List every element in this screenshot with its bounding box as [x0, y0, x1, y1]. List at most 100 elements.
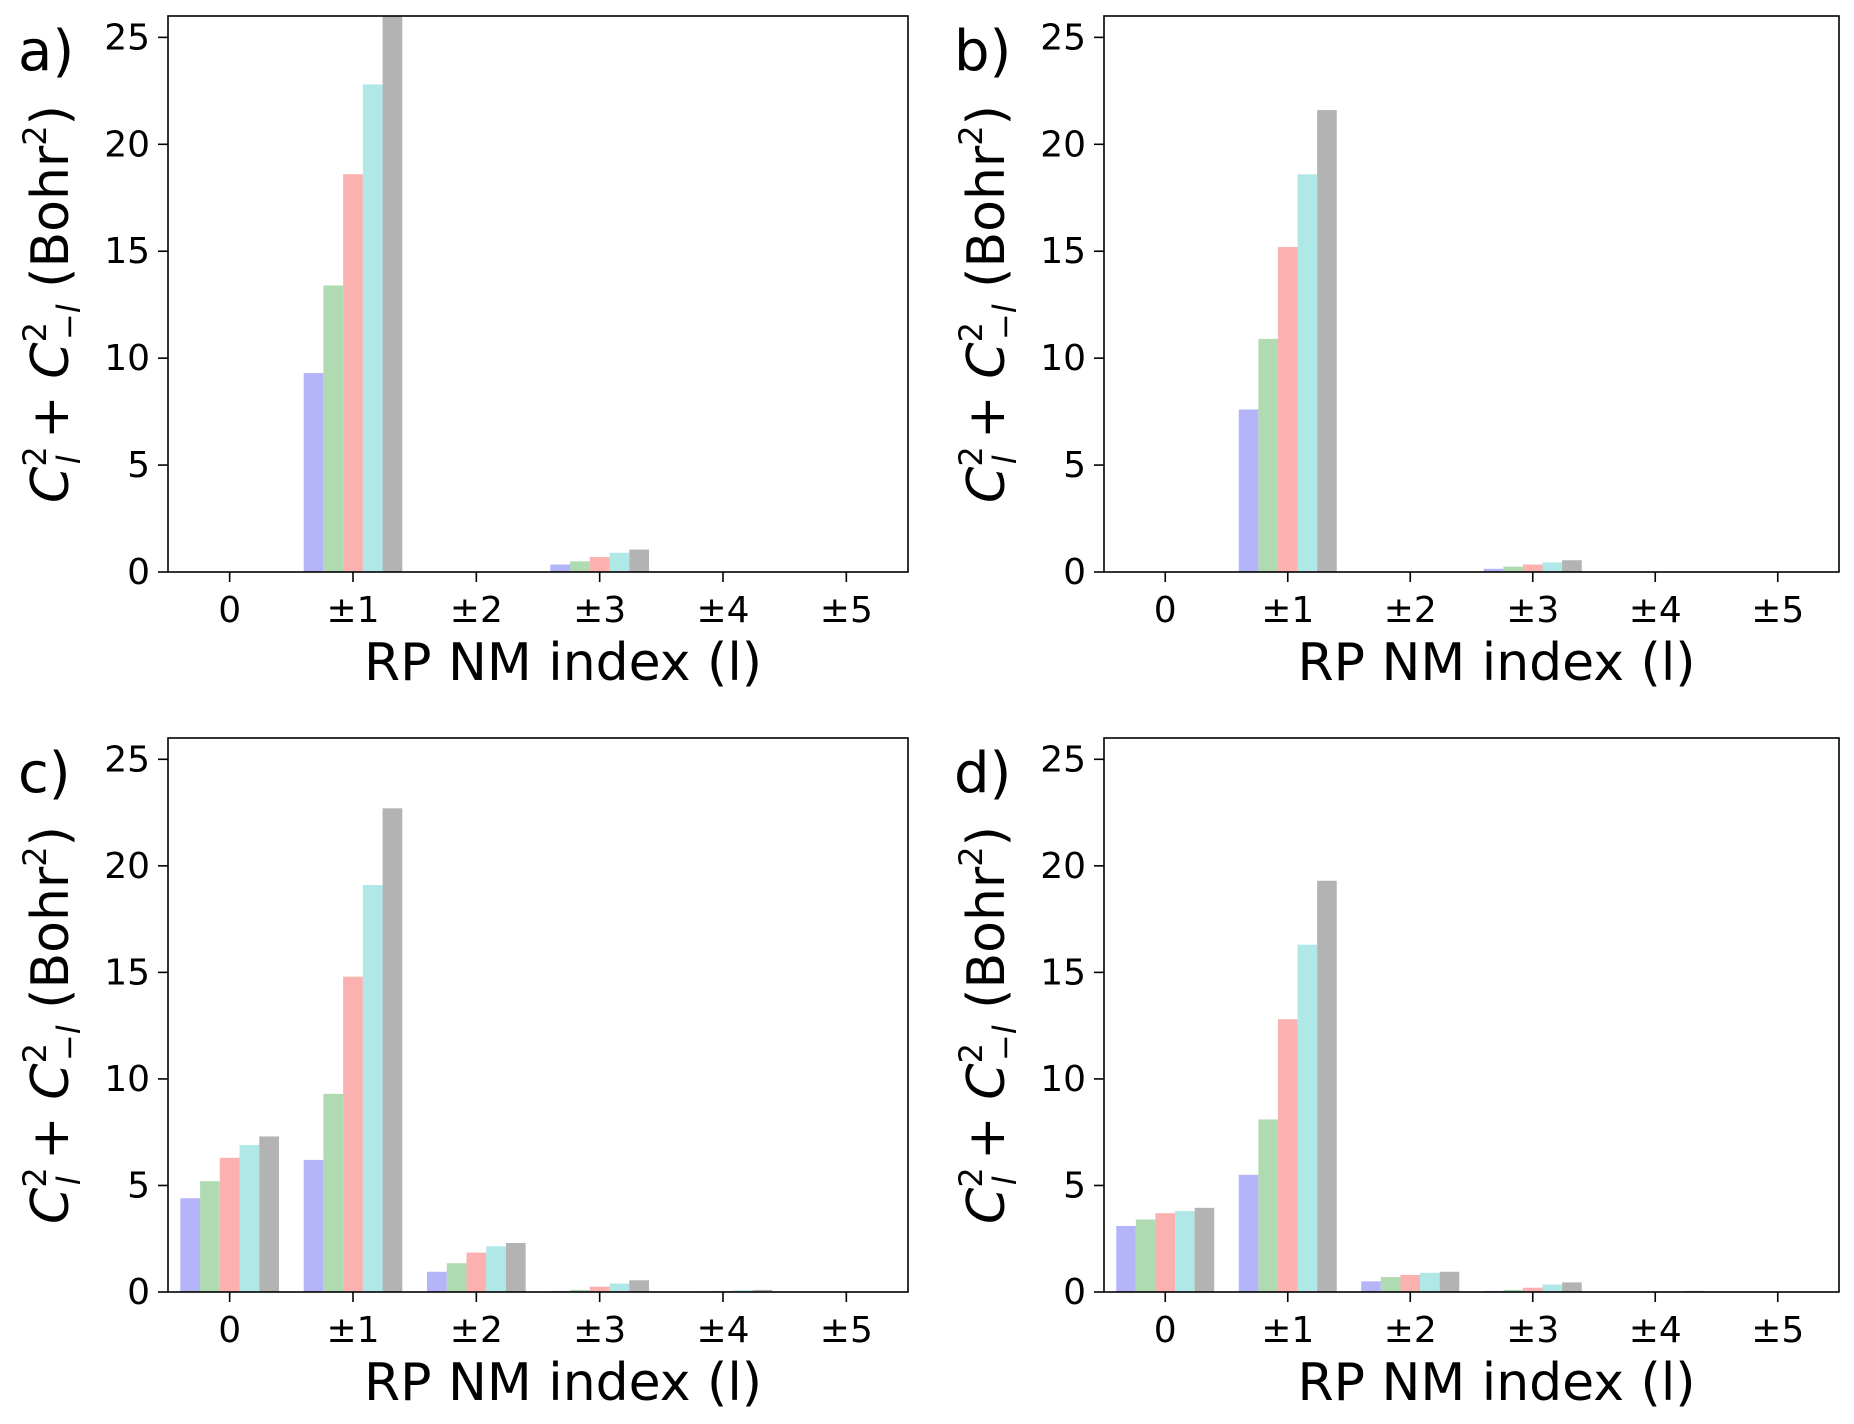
bar-s3-3	[589, 1286, 610, 1292]
x-tick-label: ±5	[820, 1310, 873, 1351]
bar-s5-1	[1317, 110, 1337, 572]
x-tick-label: ±3	[1506, 1310, 1559, 1351]
x-tick-label: ±5	[1751, 590, 1804, 631]
y-tick-label: 10	[104, 1059, 150, 1100]
bar-s2-1	[1258, 1119, 1278, 1292]
bar-s3-1	[1277, 1019, 1298, 1292]
bar-s5-0	[259, 1136, 279, 1292]
y-tick-label: 10	[104, 338, 150, 379]
bar-s1-1	[1238, 409, 1259, 572]
x-axis-label: RP NM index (l)	[1297, 633, 1695, 693]
bar-s1-1	[1238, 1174, 1259, 1292]
y-tick-label: 20	[1040, 124, 1086, 165]
x-tick-label: ±2	[1384, 1310, 1437, 1351]
bar-s2-0	[200, 1181, 220, 1292]
y-tick-label: 25	[104, 17, 150, 58]
bar-s4-0	[1175, 1211, 1195, 1292]
bar-s5-3	[629, 1280, 649, 1292]
y-tick-label: 25	[104, 739, 150, 780]
bar-s4-3	[609, 1283, 630, 1292]
y-tick-label: 5	[1063, 1165, 1086, 1206]
y-tick-label: 25	[1040, 17, 1086, 58]
bar-s4-1	[1297, 174, 1318, 572]
x-tick-label: ±2	[450, 1310, 503, 1351]
bar-s1-3	[550, 564, 571, 572]
x-axis-label: RP NM index (l)	[364, 1353, 762, 1413]
bar-s5-1	[382, 808, 403, 1292]
bar-s5-3	[1562, 1282, 1582, 1292]
x-tick-label: ±3	[573, 590, 626, 631]
bar-s2-3	[570, 1289, 590, 1292]
bar-s2-0	[1135, 1219, 1156, 1292]
bar-s3-3	[589, 557, 610, 572]
bar-s5-4	[752, 1289, 773, 1292]
x-tick-label: ±1	[1261, 590, 1314, 631]
y-tick-label: 5	[127, 1165, 150, 1206]
bar-s4-2	[1420, 1272, 1440, 1292]
bar-s1-1	[303, 373, 324, 572]
bar-s3-1	[343, 976, 363, 1292]
x-tick-label: ±1	[326, 1310, 379, 1351]
plot-frame	[1103, 737, 1840, 1293]
y-tick-label: 0	[127, 552, 150, 593]
bar-s3-2	[466, 1252, 487, 1292]
y-axis-label: C2l + C2−l (Bohr2)	[952, 826, 1024, 1224]
y-axis-label: C2l + C2−l (Bohr2)	[16, 826, 88, 1224]
panel-label: c)	[18, 741, 71, 806]
bar-s3-1	[1277, 246, 1298, 572]
bar-s5-3	[1562, 560, 1582, 572]
bar-s1-2	[427, 1271, 447, 1292]
panel-3: 0 5 10 15 20 25 0 ±1 ±2 ±3 ±4 ±5 RP NM index (l) c) C2…	[16, 737, 909, 1413]
bar-s3-0	[219, 1157, 240, 1292]
y-tick-label: 20	[104, 846, 150, 887]
bar-s3-1	[343, 174, 363, 572]
bar-s5-2	[505, 1242, 526, 1292]
bar-s2-1	[1258, 338, 1278, 572]
x-tick-label: ±4	[1629, 1310, 1682, 1351]
y-axis-label: C2l + C2−l (Bohr2)	[16, 105, 88, 503]
plot-frame	[1103, 15, 1840, 573]
bar-s2-2	[446, 1263, 467, 1292]
panel-1: 0 5 10 15 20 25 0 ±1 ±2 ±3 ±4 ±5 RP NM index (l) a) C2…	[16, 15, 909, 693]
bar-s5-2	[1439, 1271, 1460, 1292]
x-tick-label: ±3	[1506, 590, 1559, 631]
x-tick-label: 0	[1154, 1310, 1177, 1351]
bar-s2-2	[1380, 1277, 1401, 1292]
bar-s5-0	[1194, 1207, 1215, 1292]
bar-s2-3	[1503, 566, 1523, 572]
panel-label: d)	[954, 741, 1011, 806]
bar-s4-0	[239, 1144, 260, 1292]
panel-2: 0 5 10 15 20 25 0 ±1 ±2 ±3 ±4 ±5 RP NM index (l) b) C2…	[952, 15, 1840, 693]
bar-s4-3	[1542, 562, 1563, 572]
x-tick-label: ±5	[820, 590, 873, 631]
y-tick-label: 15	[1040, 952, 1086, 993]
y-tick-label: 25	[1040, 739, 1086, 780]
y-tick-label: 0	[1063, 552, 1086, 593]
x-tick-label: ±4	[696, 1310, 749, 1351]
x-tick-label: ±4	[1629, 590, 1682, 631]
bar-s2-1	[323, 1093, 344, 1292]
bar-s1-0	[1116, 1225, 1136, 1292]
bar-s1-0	[180, 1198, 201, 1292]
plot-frame	[167, 15, 909, 573]
bar-s1-1	[303, 1159, 324, 1292]
bar-s3-3	[1522, 564, 1543, 572]
bar-s1-2	[1361, 1281, 1381, 1292]
y-tick-label: 5	[1063, 445, 1086, 486]
panel-label: a)	[18, 19, 74, 84]
x-tick-label: ±2	[1384, 590, 1437, 631]
y-axis-label: C2l + C2−l (Bohr2)	[952, 105, 1024, 503]
x-tick-label: 0	[218, 1310, 241, 1351]
bar-s1-3	[1483, 568, 1504, 572]
y-tick-label: 0	[1063, 1272, 1086, 1313]
x-axis-label: RP NM index (l)	[1297, 1353, 1695, 1413]
y-tick-label: 10	[1040, 1059, 1086, 1100]
y-tick-label: 0	[127, 1272, 150, 1313]
x-tick-label: 0	[218, 590, 241, 631]
y-tick-label: 5	[127, 445, 150, 486]
bar-s5-1	[1317, 880, 1337, 1292]
bar-s4-3	[1542, 1284, 1563, 1292]
y-tick-label: 15	[104, 231, 150, 272]
bar-s3-3	[1522, 1287, 1543, 1292]
